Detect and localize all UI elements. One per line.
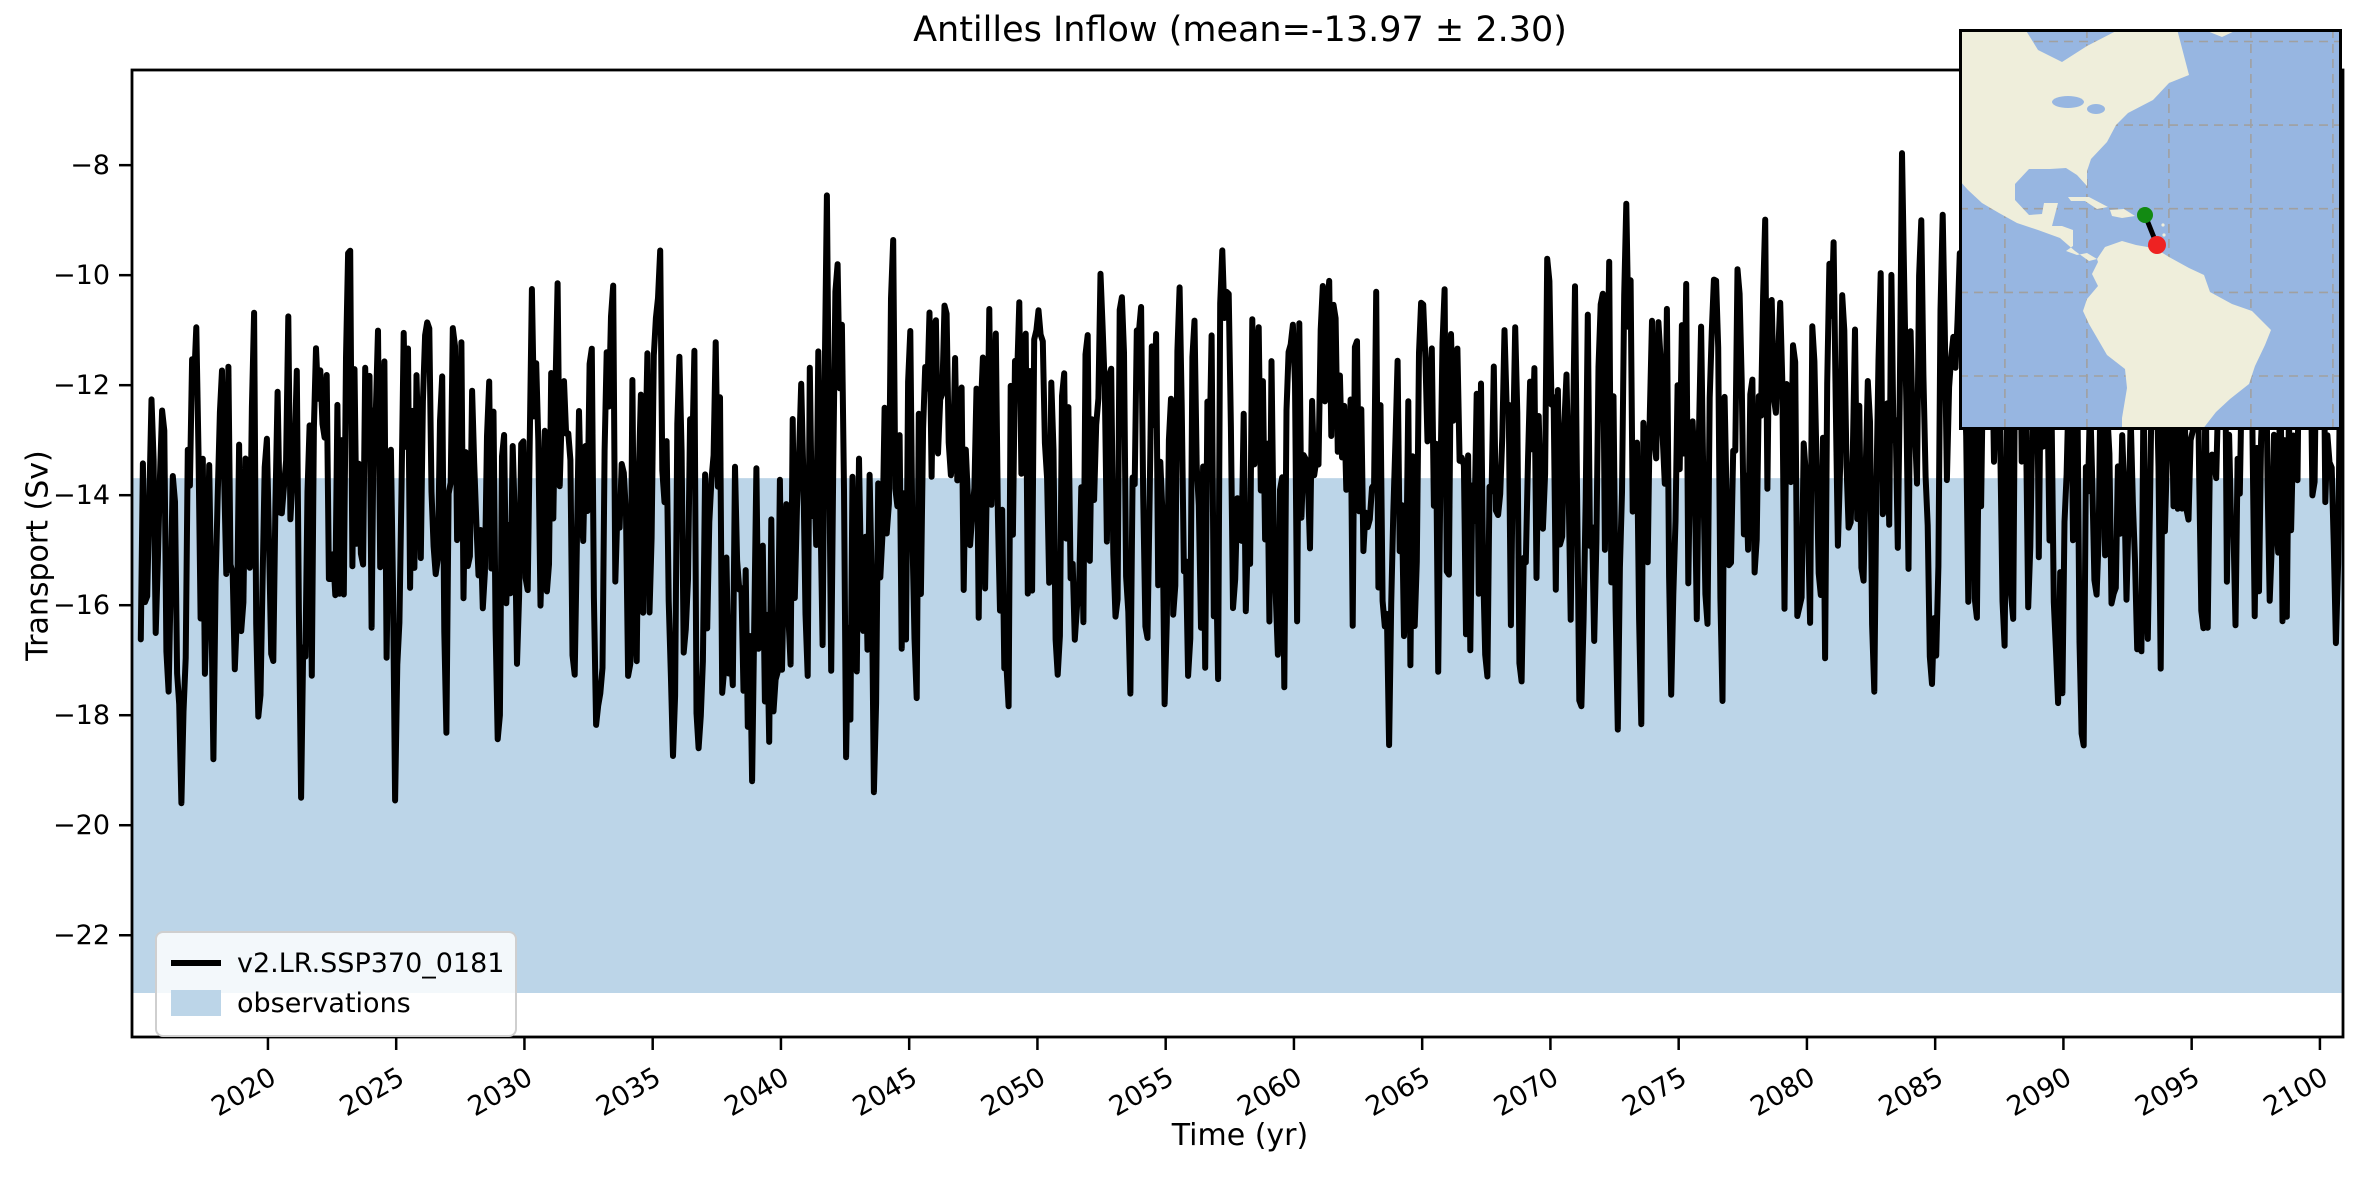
map-lakes	[2052, 96, 2105, 114]
x-tick-label: 2060	[1232, 1062, 1307, 1123]
land-antilles-islet	[2162, 233, 2166, 237]
axis-ticks	[119, 163, 2322, 1050]
section-south-marker	[2148, 236, 2166, 254]
axes-spines	[130, 68, 2345, 1039]
map-border	[1959, 29, 2342, 430]
x-axis-label: Time (yr)	[1171, 1118, 1309, 1153]
x-tick-label: 2045	[848, 1062, 923, 1123]
x-tick-label: 2070	[1489, 1062, 1564, 1123]
legend-line-swatch	[171, 960, 221, 966]
y-tick-label: −18	[53, 700, 110, 731]
y-tick-label: −10	[53, 260, 110, 291]
x-tick-label: 2065	[1361, 1062, 1436, 1123]
y-tick-label: −20	[53, 810, 110, 841]
x-tick-label: 2050	[976, 1062, 1051, 1123]
legend-entry-model: v2.LR.SSP370_0181	[171, 943, 505, 983]
x-tick-label: 2080	[1745, 1062, 1820, 1123]
legend-label-observations: observations	[237, 987, 411, 1019]
x-tick-label: 2095	[2130, 1062, 2205, 1123]
x-tick-label: 2075	[1617, 1062, 1692, 1123]
model-series-line	[137, 150, 2343, 807]
y-tick-label: −14	[53, 480, 110, 511]
chart-title: Antilles Inflow (mean=-13.97 ± 2.30)	[913, 10, 1567, 50]
x-tick-label: 2055	[1104, 1062, 1179, 1123]
x-tick-label: 2020	[206, 1062, 281, 1123]
inset-map	[1959, 29, 2342, 430]
x-tick-label: 2090	[2002, 1062, 2077, 1123]
land-north-america	[1959, 29, 2189, 261]
x-tick-label: 2025	[335, 1062, 410, 1123]
map-land	[1959, 29, 2271, 430]
land-hispaniola	[2110, 209, 2135, 218]
x-tick-label: 2030	[463, 1062, 538, 1123]
legend-entry-observations: observations	[171, 983, 501, 1023]
legend-patch-swatch	[171, 990, 221, 1016]
y-tick-label: −22	[53, 920, 110, 951]
x-tick-label: 2100	[2258, 1062, 2333, 1123]
y-tick-label: −12	[53, 370, 110, 401]
y-axis-label: Transport (Sv)	[20, 450, 56, 661]
legend-label-model: v2.LR.SSP370_0181	[237, 947, 505, 979]
x-tick-label: 2035	[591, 1062, 666, 1123]
land-antilles-islet	[2161, 223, 2165, 227]
section-markers	[2137, 207, 2166, 254]
legend: v2.LR.SSP370_0181 observations	[155, 931, 517, 1037]
section-north-marker	[2137, 207, 2153, 223]
y-tick-label: −8	[70, 150, 110, 181]
y-tick-label: −16	[53, 590, 110, 621]
x-tick-label: 2040	[719, 1062, 794, 1123]
land-south-america	[2083, 241, 2271, 430]
model-series-path	[137, 150, 2343, 807]
x-tick-label: 2085	[1874, 1062, 1949, 1123]
land-cuba	[2068, 197, 2108, 209]
